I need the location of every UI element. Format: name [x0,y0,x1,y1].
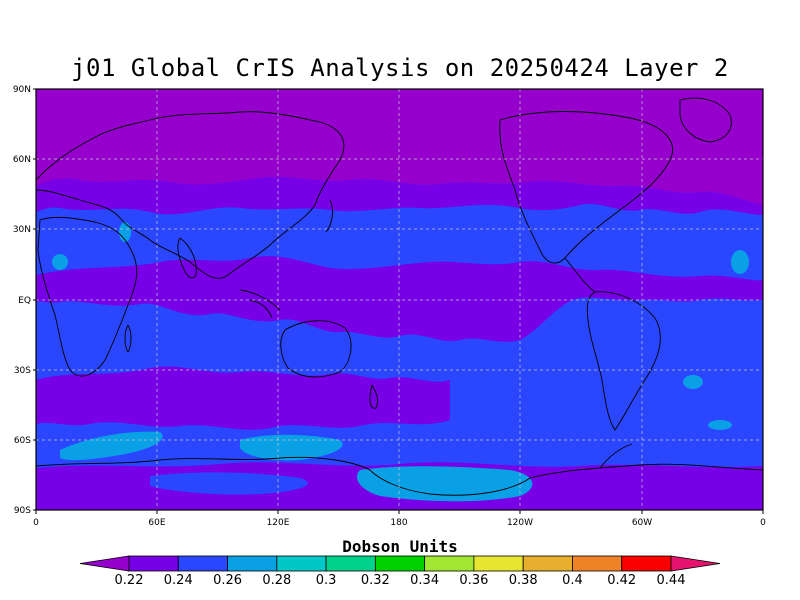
colorbar-swatch [424,555,475,572]
field-light-patch-1 [60,431,163,461]
longitude-labels: 0 60E 120E 180 120W 60W 0 [33,518,766,528]
lon-label: 180 [390,518,407,528]
colorbar: 0.22 0.24 0.26 0.28 0.3 0.32 0.34 0.36 0.38 0.4 0.… [79,555,721,588]
lat-label: 90S [14,506,31,516]
colorbar-tick-label: 0.22 [115,573,144,588]
colorbar-tick-label: 0.36 [459,573,488,588]
graticule [36,89,763,510]
colorbar-swatch [128,555,179,572]
colorbar-tick-label: 0.42 [607,573,636,588]
map-title: j01 Global CrIS Analysis on 20250424 Lay… [71,54,729,82]
colorbar-swatch [572,555,623,572]
lat-label: 60N [13,155,31,165]
colorbar-tick-label: 0.24 [164,573,193,588]
lat-label: 30N [13,225,31,235]
colorbar-swatch [325,555,376,572]
lon-label: 60E [148,518,165,528]
lon-label: 120E [267,518,290,528]
colorbar-tick-label: 0.26 [213,573,242,588]
lat-label: 60S [14,436,31,446]
field-patch-c [683,375,703,389]
lon-label: 120W [507,518,533,528]
colorbar-tick-label: 0.3 [316,573,337,588]
ozone-field [36,89,763,510]
lat-label: 30S [14,366,31,376]
coastlines [36,97,763,496]
colorbar-low-arrow [79,555,130,572]
field-north-polar [36,89,763,205]
colorbar-tick-label: 0.28 [262,573,291,588]
colorbar-swatch [621,555,672,572]
colorbar-tick-label: 0.38 [509,573,538,588]
colorbar-tick-label: 0.34 [410,573,439,588]
field-light-patch-2 [240,434,343,461]
colorbar-tick-label: 0.4 [562,573,583,588]
colorbar-tick-label: 0.44 [657,573,686,588]
colorbar-swatch [276,555,327,572]
lon-label: 0 [760,518,766,528]
colorbar-swatch [522,555,573,572]
latitude-labels: 90N 60N 30N EQ 30S 60S 90S [13,85,31,516]
colorbar-swatch [177,555,228,572]
field-south-band [36,366,450,430]
colorbar-units: Dobson Units [342,537,458,556]
axis-ticks [33,88,764,514]
lon-label: 0 [33,518,39,528]
lat-label: EQ [18,296,31,306]
colorbar-tick-label: 0.32 [361,573,390,588]
field-patch-b [731,250,749,274]
field-patch-d [708,420,732,430]
lat-label: 90N [13,85,31,95]
field-patch-e [52,254,68,270]
colorbar-swatch [473,555,524,572]
colorbar-swatch [227,555,278,572]
colorbar-swatch [374,555,426,572]
lon-label: 60W [632,518,652,528]
field-north-band [36,177,763,215]
field-antarctic-mid [150,472,308,495]
colorbar-high-arrow [670,555,721,572]
field-patch-a [119,222,131,242]
field-antarctic-blob [356,466,533,502]
